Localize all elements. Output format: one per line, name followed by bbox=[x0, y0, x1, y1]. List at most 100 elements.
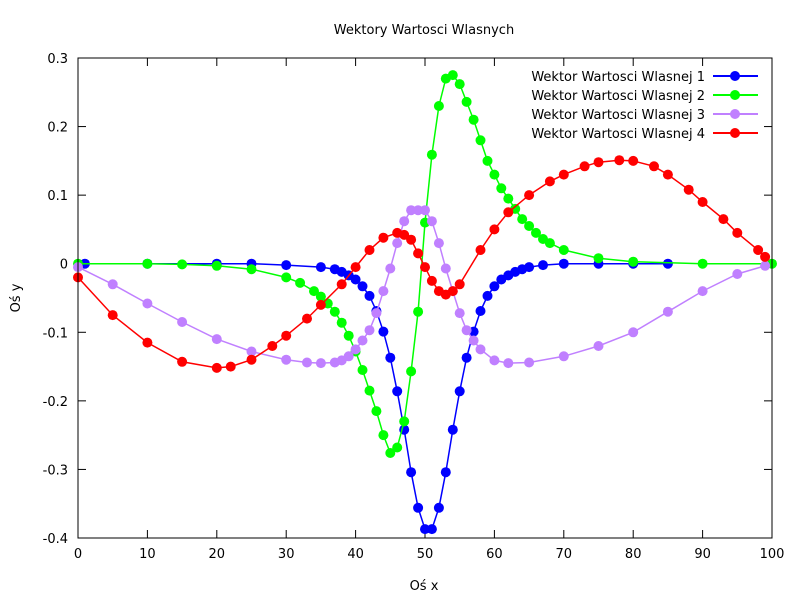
series-3 bbox=[73, 205, 771, 369]
series-4-point bbox=[475, 245, 486, 255]
x-tick-label: 40 bbox=[347, 547, 364, 562]
series-2-point bbox=[482, 155, 493, 166]
legend: Wektor Wartosci Wlasnej 1 Wektor Wartosci… bbox=[531, 70, 758, 142]
series-2 bbox=[73, 70, 777, 458]
series-2-point bbox=[329, 306, 340, 317]
series-4-point bbox=[420, 262, 430, 273]
series-1-point bbox=[385, 352, 396, 363]
series-4-point bbox=[336, 279, 347, 290]
series-1-point bbox=[482, 290, 493, 301]
legend-swatch-point bbox=[730, 128, 740, 138]
series-2-point bbox=[489, 169, 500, 180]
series-4-point bbox=[558, 169, 569, 180]
series-4-point bbox=[579, 161, 590, 172]
series-2-point bbox=[246, 264, 257, 275]
series-3-point bbox=[350, 344, 361, 355]
series-2-point bbox=[281, 272, 292, 283]
series-3-point bbox=[315, 358, 326, 369]
series-4-point bbox=[649, 161, 659, 172]
series-3-point bbox=[343, 351, 354, 362]
series-1-point bbox=[524, 262, 535, 273]
series-2-point bbox=[392, 442, 403, 453]
series-3-point bbox=[503, 358, 514, 369]
legend-swatch-point bbox=[730, 71, 740, 81]
series-2-point bbox=[461, 96, 472, 107]
series-3-point bbox=[364, 325, 375, 336]
series-4-point bbox=[302, 313, 312, 324]
series-2-point bbox=[343, 330, 354, 341]
series-2-point bbox=[433, 101, 444, 111]
series-4-point bbox=[281, 330, 292, 341]
series-3-point bbox=[357, 335, 368, 346]
x-tick-label: 60 bbox=[486, 547, 503, 562]
series-3-point bbox=[433, 238, 444, 249]
series-1-point bbox=[440, 467, 451, 478]
series-1-point bbox=[489, 281, 500, 292]
series-2-point bbox=[628, 256, 639, 267]
series-1 bbox=[79, 258, 673, 535]
series-3-point bbox=[281, 354, 292, 365]
series-1-point bbox=[357, 281, 368, 292]
x-tick-label: 0 bbox=[74, 547, 82, 562]
legend-label: Wektor Wartosci Wlasnej 1 bbox=[531, 70, 705, 85]
series-2-point bbox=[309, 286, 319, 297]
series-2-point bbox=[211, 260, 222, 271]
series-2-point bbox=[475, 135, 486, 146]
legend-entry-2: Wektor Wartosci Wlasnej 2 bbox=[531, 89, 758, 104]
series-2-point bbox=[454, 79, 465, 90]
series-2-point bbox=[399, 416, 410, 427]
series-4-point bbox=[142, 337, 153, 348]
series-3-line bbox=[77, 209, 766, 364]
x-tick-label: 70 bbox=[556, 547, 573, 562]
series-3-point bbox=[420, 205, 430, 216]
series-3-point bbox=[371, 308, 382, 319]
series-2-point bbox=[406, 366, 417, 377]
series-1-point bbox=[461, 352, 472, 363]
series-3-point bbox=[406, 205, 417, 216]
y-tick-label: -0.3 bbox=[43, 463, 68, 478]
series-4-point bbox=[544, 176, 555, 187]
x-tick-label: 30 bbox=[278, 547, 295, 562]
plot-frame bbox=[77, 57, 773, 539]
series-1-point bbox=[281, 260, 292, 271]
series-4-point bbox=[503, 207, 514, 218]
series-1-point bbox=[454, 386, 465, 397]
series-1-point bbox=[378, 326, 389, 337]
series-2-point bbox=[496, 183, 507, 194]
series-2-point bbox=[426, 149, 437, 160]
series-4-point bbox=[662, 169, 673, 180]
series-3-point bbox=[302, 357, 312, 368]
legend-swatch-point bbox=[730, 90, 740, 100]
y-tick-label: 0.1 bbox=[47, 189, 68, 204]
series-3-point bbox=[440, 263, 451, 274]
legend-swatch-point bbox=[730, 109, 740, 119]
series-3-point bbox=[489, 355, 500, 366]
series-3-point bbox=[246, 346, 257, 357]
series-3-point bbox=[628, 327, 639, 338]
series-4-point bbox=[177, 356, 188, 367]
series-1-point bbox=[447, 424, 458, 435]
series-4 bbox=[73, 155, 771, 373]
series-2-point bbox=[468, 114, 479, 125]
y-tick-label: 0.3 bbox=[47, 52, 68, 67]
series-1-point bbox=[662, 258, 673, 269]
series-4-point bbox=[614, 155, 625, 166]
x-axis-label: Oś x bbox=[410, 579, 439, 594]
series-4-point bbox=[378, 232, 389, 243]
series-3-point bbox=[413, 205, 424, 216]
series-2-point bbox=[385, 448, 396, 458]
series-4-point bbox=[524, 190, 535, 201]
series-4-point bbox=[628, 155, 639, 166]
series-1-point bbox=[406, 467, 417, 478]
series-layer bbox=[73, 70, 777, 535]
series-1-point bbox=[558, 258, 569, 269]
series-4-point bbox=[225, 361, 236, 372]
series-3-point bbox=[662, 306, 673, 317]
series-4-point bbox=[447, 286, 458, 297]
series-2-point bbox=[413, 306, 424, 317]
series-3-point bbox=[177, 317, 188, 327]
series-3-point bbox=[461, 325, 472, 336]
series-2-point bbox=[371, 406, 382, 417]
series-4-point bbox=[697, 197, 708, 207]
